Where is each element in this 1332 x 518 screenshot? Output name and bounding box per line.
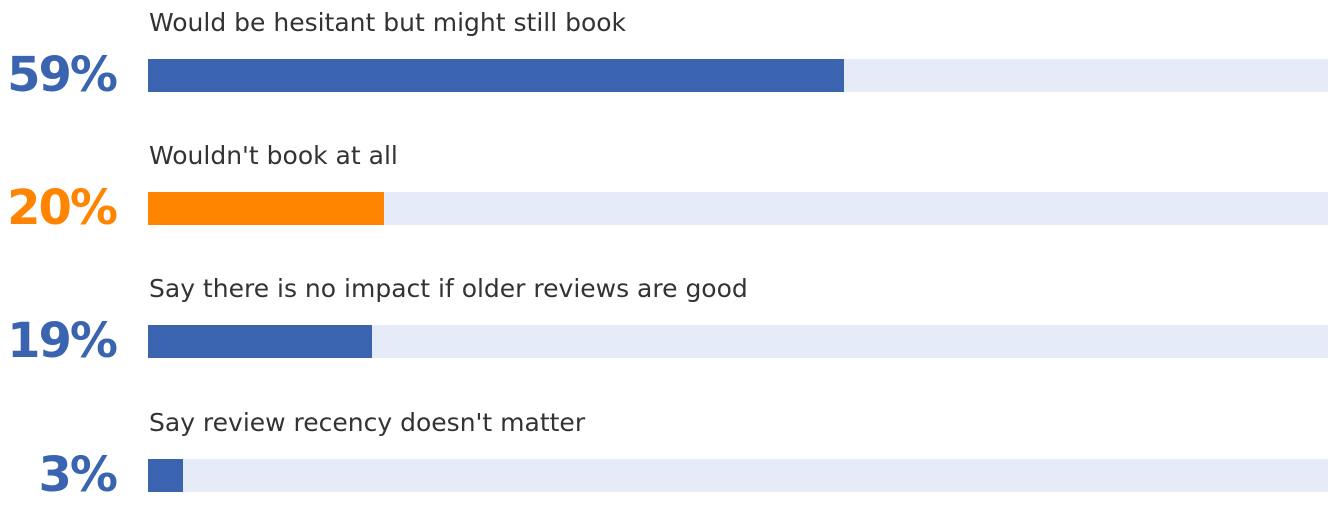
value-label: 20%	[7, 180, 118, 236]
value-label: 59%	[7, 47, 118, 103]
category-label: Say review recency doesn't matter	[149, 408, 586, 437]
bar-row: 19% Say there is no impact if older revie…	[0, 274, 1332, 384]
bar-track	[148, 59, 1328, 92]
bar-track	[148, 192, 1328, 225]
bar-row: 3% Say review recency doesn't matter	[0, 408, 1332, 518]
category-label: Wouldn't book at all	[149, 141, 398, 170]
bar	[148, 59, 844, 92]
value-label: 3%	[38, 447, 119, 503]
bar-row: 20% Wouldn't book at all	[0, 141, 1332, 251]
category-label: Would be hesitant but might still book	[149, 8, 627, 37]
bar	[148, 459, 183, 492]
value-label: 19%	[7, 313, 118, 369]
bar-chart: 59% Would be hesitant but might still boo…	[0, 8, 1332, 499]
bar-row: 59% Would be hesitant but might still boo…	[0, 8, 1332, 118]
bar-track	[148, 325, 1328, 358]
bar-track	[148, 459, 1328, 492]
bar	[148, 192, 384, 225]
category-label: Say there is no impact if older reviews …	[149, 274, 748, 303]
bar	[148, 325, 372, 358]
